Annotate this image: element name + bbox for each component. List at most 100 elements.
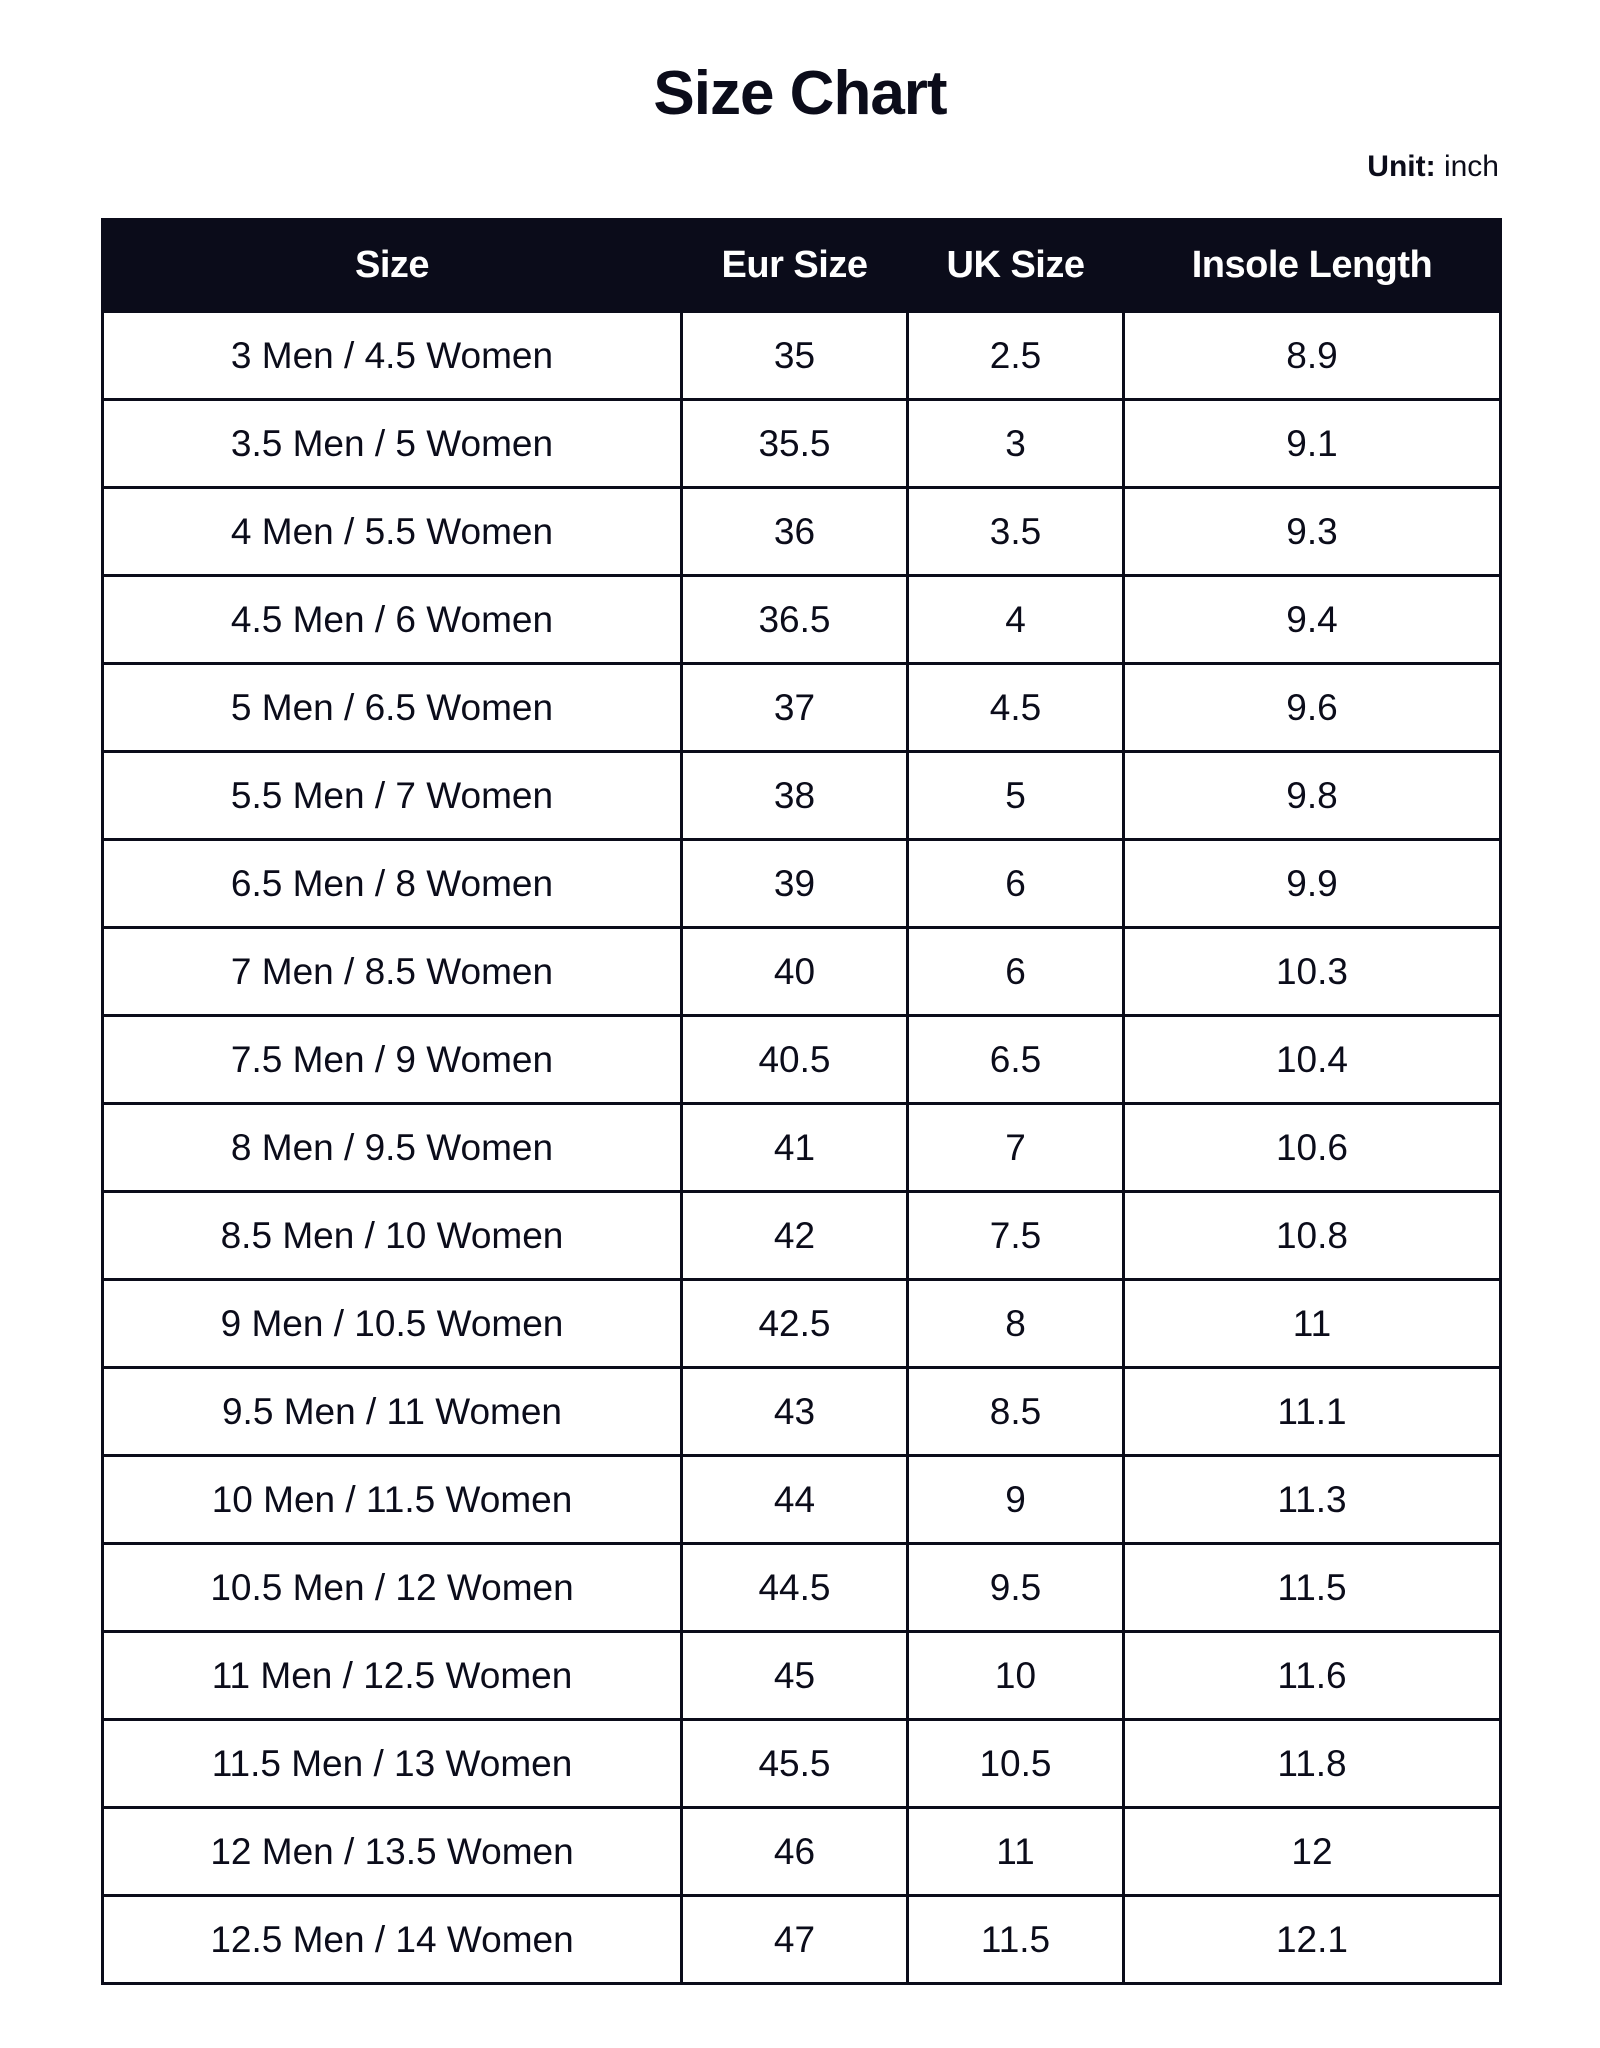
cell-size: 8.5 Men / 10 Women (101, 1190, 683, 1281)
cell-size: 5 Men / 6.5 Women (101, 662, 683, 753)
table-row: 7.5 Men / 9 Women 40.5 6.5 10.4 (101, 1014, 1502, 1105)
table-row: 5.5 Men / 7 Women 38 5 9.8 (101, 750, 1502, 841)
cell-eur-size: 42.5 (680, 1278, 909, 1369)
cell-size: 6.5 Men / 8 Women (101, 838, 683, 929)
table-row: 11 Men / 12.5 Women 45 10 11.6 (101, 1630, 1502, 1721)
cell-insole-length: 12.1 (1122, 1894, 1502, 1985)
column-header-uk-size: UK Size (906, 218, 1125, 313)
cell-eur-size: 35 (680, 310, 909, 401)
cell-insole-length: 12 (1122, 1806, 1502, 1897)
table-row: 7 Men / 8.5 Women 40 6 10.3 (101, 926, 1502, 1017)
cell-insole-length: 11.1 (1122, 1366, 1502, 1457)
table-row: 8 Men / 9.5 Women 41 7 10.6 (101, 1102, 1502, 1193)
cell-insole-length: 9.4 (1122, 574, 1502, 665)
cell-uk-size: 3.5 (906, 486, 1125, 577)
cell-eur-size: 43 (680, 1366, 909, 1457)
cell-uk-size: 11 (906, 1806, 1125, 1897)
cell-size: 11 Men / 12.5 Women (101, 1630, 683, 1721)
cell-size: 4.5 Men / 6 Women (101, 574, 683, 665)
cell-uk-size: 9.5 (906, 1542, 1125, 1633)
cell-size: 9 Men / 10.5 Women (101, 1278, 683, 1369)
cell-eur-size: 40 (680, 926, 909, 1017)
table-row: 9 Men / 10.5 Women 42.5 8 11 (101, 1278, 1502, 1369)
cell-size: 5.5 Men / 7 Women (101, 750, 683, 841)
cell-eur-size: 37 (680, 662, 909, 753)
table-row: 8.5 Men / 10 Women 42 7.5 10.8 (101, 1190, 1502, 1281)
cell-uk-size: 6 (906, 926, 1125, 1017)
cell-uk-size: 4 (906, 574, 1125, 665)
cell-eur-size: 36.5 (680, 574, 909, 665)
unit-label: Unit: (1367, 150, 1436, 183)
cell-insole-length: 8.9 (1122, 310, 1502, 401)
cell-size: 10.5 Men / 12 Women (101, 1542, 683, 1633)
cell-eur-size: 40.5 (680, 1014, 909, 1105)
cell-size: 8 Men / 9.5 Women (101, 1102, 683, 1193)
cell-insole-length: 10.4 (1122, 1014, 1502, 1105)
cell-eur-size: 38 (680, 750, 909, 841)
cell-uk-size: 4.5 (906, 662, 1125, 753)
table-row: 4 Men / 5.5 Women 36 3.5 9.3 (101, 486, 1502, 577)
page-title: Size Chart (653, 59, 947, 128)
cell-eur-size: 39 (680, 838, 909, 929)
cell-size: 7 Men / 8.5 Women (101, 926, 683, 1017)
cell-size: 9.5 Men / 11 Women (101, 1366, 683, 1457)
cell-uk-size: 7.5 (906, 1190, 1125, 1281)
cell-eur-size: 45.5 (680, 1718, 909, 1809)
cell-insole-length: 10.8 (1122, 1190, 1502, 1281)
cell-size: 11.5 Men / 13 Women (101, 1718, 683, 1809)
cell-insole-length: 9.3 (1122, 486, 1502, 577)
cell-insole-length: 9.9 (1122, 838, 1502, 929)
table-row: 10 Men / 11.5 Women 44 9 11.3 (101, 1454, 1502, 1545)
cell-insole-length: 11 (1122, 1278, 1502, 1369)
cell-uk-size: 3 (906, 398, 1125, 489)
cell-eur-size: 45 (680, 1630, 909, 1721)
cell-insole-length: 9.8 (1122, 750, 1502, 841)
unit-value: inch (1443, 150, 1499, 183)
cell-size: 4 Men / 5.5 Women (101, 486, 683, 577)
table-row: 3.5 Men / 5 Women 35.5 3 9.1 (101, 398, 1502, 489)
cell-eur-size: 44.5 (680, 1542, 909, 1633)
table-row: 11.5 Men / 13 Women 45.5 10.5 11.8 (101, 1718, 1502, 1809)
cell-uk-size: 10 (906, 1630, 1125, 1721)
cell-insole-length: 9.1 (1122, 398, 1502, 489)
table-row: 10.5 Men / 12 Women 44.5 9.5 11.5 (101, 1542, 1502, 1633)
cell-uk-size: 11.5 (906, 1894, 1125, 1985)
cell-uk-size: 5 (906, 750, 1125, 841)
cell-size: 12.5 Men / 14 Women (101, 1894, 683, 1985)
cell-uk-size: 6.5 (906, 1014, 1125, 1105)
table-row: 4.5 Men / 6 Women 36.5 4 9.4 (101, 574, 1502, 665)
cell-eur-size: 44 (680, 1454, 909, 1545)
cell-insole-length: 10.3 (1122, 926, 1502, 1017)
cell-eur-size: 36 (680, 486, 909, 577)
table-row: 6.5 Men / 8 Women 39 6 9.9 (101, 838, 1502, 929)
cell-uk-size: 10.5 (906, 1718, 1125, 1809)
cell-eur-size: 35.5 (680, 398, 909, 489)
cell-uk-size: 6 (906, 838, 1125, 929)
cell-eur-size: 41 (680, 1102, 909, 1193)
cell-size: 7.5 Men / 9 Women (101, 1014, 683, 1105)
cell-size: 12 Men / 13.5 Women (101, 1806, 683, 1897)
cell-insole-length: 11.5 (1122, 1542, 1502, 1633)
cell-insole-length: 11.3 (1122, 1454, 1502, 1545)
size-chart-table: Size Eur Size UK Size Insole Length 3 Men /… (101, 218, 1502, 1985)
column-header-size: Size (101, 218, 683, 313)
table-row: 9.5 Men / 11 Women 43 8.5 11.1 (101, 1366, 1502, 1457)
cell-insole-length: 10.6 (1122, 1102, 1502, 1193)
cell-eur-size: 42 (680, 1190, 909, 1281)
table-row: 3 Men / 4.5 Women 35 2.5 8.9 (101, 310, 1502, 401)
table-header-row: Size Eur Size UK Size Insole Length (101, 218, 1502, 313)
table-row: 12 Men / 13.5 Women 46 11 12 (101, 1806, 1502, 1897)
cell-insole-length: 11.8 (1122, 1718, 1502, 1809)
cell-uk-size: 2.5 (906, 310, 1125, 401)
column-header-eur-size: Eur Size (680, 218, 909, 313)
cell-size: 10 Men / 11.5 Women (101, 1454, 683, 1545)
cell-eur-size: 47 (680, 1894, 909, 1985)
cell-size: 3.5 Men / 5 Women (101, 398, 683, 489)
cell-uk-size: 7 (906, 1102, 1125, 1193)
cell-uk-size: 9 (906, 1454, 1125, 1545)
cell-uk-size: 8 (906, 1278, 1125, 1369)
column-header-insole-length: Insole Length (1122, 218, 1502, 313)
unit-note: Unit: inch (1367, 150, 1499, 184)
cell-insole-length: 9.6 (1122, 662, 1502, 753)
cell-uk-size: 8.5 (906, 1366, 1125, 1457)
